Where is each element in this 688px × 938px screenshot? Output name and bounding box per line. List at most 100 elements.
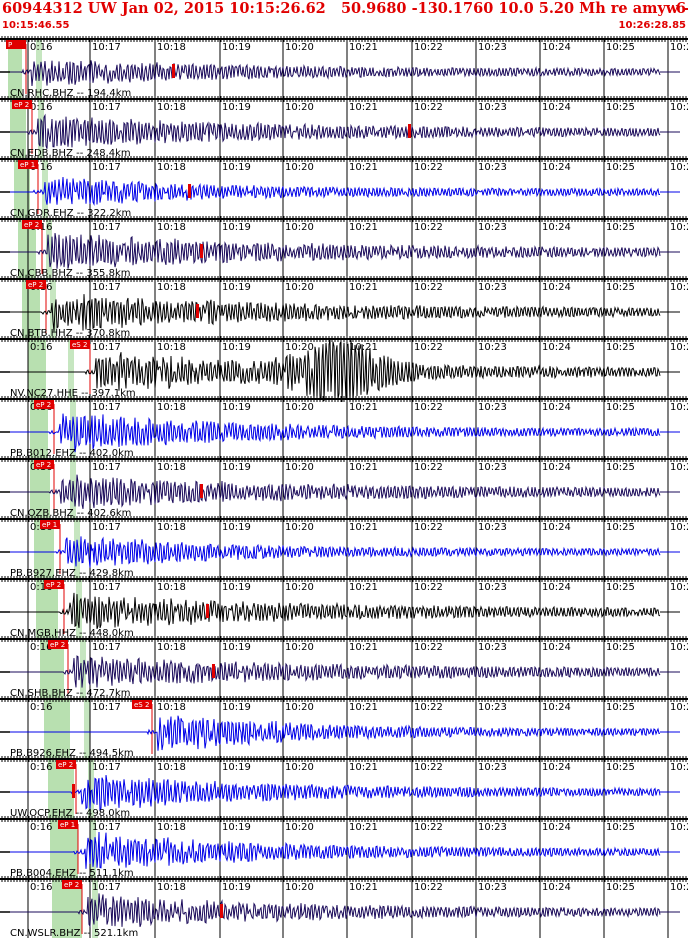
event-summary: 60944312 UW Jan 02, 2015 10:15:26.62 50.… [2, 0, 688, 17]
time-tick-label: 10:17 [92, 702, 121, 713]
time-tick-label: 10:22 [414, 462, 443, 473]
time-tick-label: 10:20 [285, 282, 314, 293]
time-tick-label: 10:17 [92, 522, 121, 533]
time-tick-label: 10:26 [670, 402, 688, 413]
time-tick-label: 10:21 [349, 522, 378, 533]
time-tick-label: 10:23 [478, 402, 507, 413]
time-tick-label: 10:19 [222, 42, 251, 53]
phase-window [14, 158, 30, 218]
time-tick-label: 10:24 [542, 102, 571, 113]
time-tick-label: 10:23 [478, 222, 507, 233]
time-tick-label: 0:16 [30, 102, 52, 113]
time-tick-label: 10:24 [542, 282, 571, 293]
time-tick-label: 10:25 [606, 162, 635, 173]
time-tick-label: 10:19 [222, 402, 251, 413]
time-tick-label: 10:24 [542, 42, 571, 53]
time-tick-label: 10:18 [157, 762, 186, 773]
time-tick-label: 10:24 [542, 702, 571, 713]
time-tick-label: 10:21 [349, 882, 378, 893]
pick-marker [62, 880, 82, 889]
waveform-trace [0, 233, 661, 269]
time-tick-label: 10:19 [222, 462, 251, 473]
time-tick-label: 0:16 [30, 762, 52, 773]
phase-window [90, 818, 96, 878]
time-tick-label: 10:18 [157, 102, 186, 113]
time-tick-label: 10:18 [157, 42, 186, 53]
time-tick-label: 10:24 [542, 582, 571, 593]
pick-marker [48, 640, 68, 649]
time-tick-label: 10:24 [542, 342, 571, 353]
phase-window [44, 698, 70, 758]
time-tick-label: 10:20 [285, 522, 314, 533]
time-tick-label: 10:22 [414, 282, 443, 293]
time-tick-label: 10:25 [606, 42, 635, 53]
time-tick-label: 10:21 [349, 162, 378, 173]
time-tick-label: 10:25 [606, 222, 635, 233]
time-tick-label: 0:16 [30, 342, 52, 353]
pick-label: eP 2 [24, 221, 39, 229]
time-tick-label: 10:17 [92, 102, 121, 113]
station-label: CN.BTB.HHZ -- 370.8km [10, 328, 130, 339]
time-tick-label: 10:26 [670, 162, 688, 173]
time-tick-label: 10:17 [92, 402, 121, 413]
time-tick-label: 10:20 [285, 42, 314, 53]
time-tick-label: 10:18 [157, 162, 186, 173]
waveform-trace [0, 655, 661, 688]
time-tick-label: 10:23 [478, 102, 507, 113]
station-label: PB.B004.EHZ -- 511.1km [10, 868, 134, 879]
time-tick-label: 10:18 [157, 882, 186, 893]
station-label: CN.RHC.BHZ -- 194.4km [10, 88, 131, 99]
time-tick-label: 10:26 [670, 702, 688, 713]
time-tick-label: 10:18 [157, 462, 186, 473]
time-tick-label: 10:26 [670, 522, 688, 533]
waveform-trace [0, 536, 661, 568]
phase-window [36, 38, 42, 98]
time-tick-label: 0:16 [30, 582, 52, 593]
time-tick-label: 0:16 [30, 162, 52, 173]
phase-window [22, 278, 40, 338]
pick-marker [34, 400, 54, 409]
time-tick-label: 10:25 [606, 762, 635, 773]
phase-window [30, 458, 50, 518]
station-label: PB.B926.EHZ -- 494.5km [10, 748, 134, 759]
time-tick-label: 10:20 [285, 582, 314, 593]
amplitude-marker [200, 244, 203, 258]
time-tick-label: 10:20 [285, 102, 314, 113]
phase-window [70, 398, 76, 458]
time-tick-label: 10:19 [222, 822, 251, 833]
time-tick-label: 10:17 [92, 462, 121, 473]
event-trailing-number: 6 [675, 0, 686, 17]
time-tick-label: 10:21 [349, 282, 378, 293]
time-tick-label: 10:21 [349, 822, 378, 833]
pick-marker [44, 580, 64, 589]
station-panel: 0:1610:1710:1810:1910:2010:2110:2210:231… [0, 456, 688, 519]
phase-window [28, 338, 46, 398]
time-tick-label: 10:25 [606, 582, 635, 593]
time-tick-label: 10:21 [349, 342, 378, 353]
time-tick-label: 10:21 [349, 222, 378, 233]
amplitude-marker [200, 484, 203, 498]
time-tick-label: 10:18 [157, 522, 186, 533]
pick-label: eP 2 [28, 281, 43, 289]
time-tick-label: 10:25 [606, 522, 635, 533]
time-tick-label: 10:20 [285, 762, 314, 773]
time-tick-label: 10:20 [285, 642, 314, 653]
station-label: CN.CBB.BHZ -- 355.8km [10, 268, 131, 279]
pick-marker [12, 100, 32, 109]
time-tick-label: 10:24 [542, 822, 571, 833]
time-tick-label: 10:24 [542, 762, 571, 773]
pick-label: eP 2 [46, 581, 61, 589]
time-tick-label: 10:23 [478, 762, 507, 773]
time-tick-label: 0:16 [30, 882, 52, 893]
phase-window [68, 338, 74, 398]
pick-label: P [8, 41, 12, 49]
time-tick-label: 10:24 [542, 522, 571, 533]
phase-window [50, 278, 56, 338]
pick-marker [56, 760, 76, 769]
waveform-trace [0, 113, 661, 149]
station-label: NV.NC27.HHE -- 397.1km [10, 388, 136, 399]
time-tick-label: 10:26 [670, 882, 688, 893]
